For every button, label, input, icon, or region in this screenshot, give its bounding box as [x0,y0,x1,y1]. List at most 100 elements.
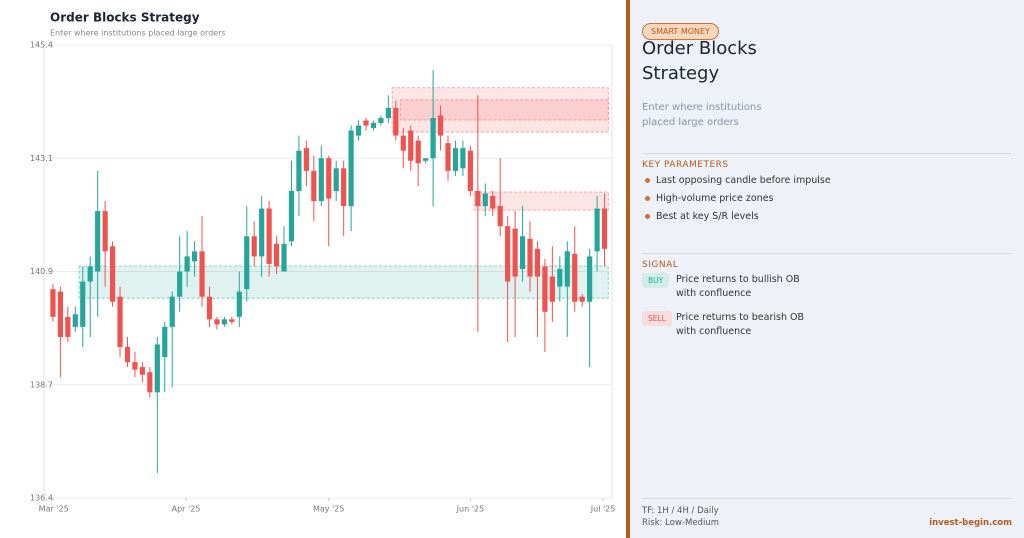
x-tick-label: May '25 [313,505,344,514]
order-block [399,99,609,121]
candle-body [296,150,302,191]
y-tick-label: 138.7 [30,380,53,389]
candle-body [400,135,406,151]
signal-text: with confluence [676,288,752,299]
candle-body [430,117,436,159]
footer-text: TF: 1H / 4H / Daily [642,506,719,516]
candle-body [341,168,347,207]
candle-body [370,123,377,129]
y-tick-label: 143.1 [30,154,53,163]
candle-body [378,117,384,124]
candle-body [117,296,123,347]
candle-body [72,314,78,327]
candle-body [355,125,362,136]
candle-body [206,296,213,320]
candle-body [251,236,257,257]
candle-body [527,238,533,277]
candle-body [564,251,570,287]
candle-body [333,168,339,191]
bullet [645,196,650,201]
candle-body [162,326,168,358]
candle-body [177,271,183,297]
x-tick-label: Jun '25 [456,505,484,514]
candle-body [199,251,205,297]
candle-body [288,190,295,242]
candle-body [542,266,548,312]
candle-body [534,248,541,277]
candle-body [572,253,578,302]
candle-body [109,246,116,302]
candle-body [467,150,473,191]
candle-body [393,107,399,136]
candle-body [65,316,71,337]
candle-body [169,296,175,327]
param: Last opposing candle before impulse [656,175,831,186]
description: Enter where institutions [642,102,762,113]
panel-title: Order Blocks [642,38,757,59]
candle-body [191,251,198,262]
y-tick-label: 145.4 [30,41,53,50]
section-heading: KEY PARAMETERS [642,160,729,170]
candle-body [273,243,280,267]
candle-body [579,296,585,302]
candle-body [557,268,563,287]
param: High-volume price zones [656,193,774,204]
candle-body [124,347,131,363]
candle-body [437,115,444,136]
x-tick-label: Jul '25 [590,505,616,514]
candle-body [229,319,235,322]
order-block [78,265,609,299]
candle-body [244,236,250,290]
divider [642,153,1011,154]
candle-body [221,319,227,325]
candle-body [519,236,526,269]
candle-body [266,208,272,264]
sell-badge: SELL [642,311,672,326]
candle-body [281,243,287,272]
candle-body [214,319,220,325]
candle-body [594,208,600,252]
order-block [473,191,609,211]
candle-body [132,362,138,370]
divider [642,498,1011,499]
buy-badge: BUY [642,273,670,288]
candle-body [549,276,555,302]
candle-body [311,170,317,202]
site: invest-begin.com [929,518,1012,528]
signal-text: Price returns to bearish OB [676,312,804,323]
bullet [645,178,650,183]
candle-body [385,107,391,118]
chart-subtitle: Enter where institutions placed large or… [50,29,226,38]
candle-body [460,148,466,169]
candle-body [154,344,160,393]
candle-body [326,158,332,199]
candle-body [482,193,488,207]
divider [642,253,1011,254]
candle-body [408,130,414,161]
candle-body [505,226,511,282]
signal-text: Price returns to bullish OB [676,274,800,285]
candle-body [452,148,459,171]
candle-body [102,211,108,252]
candle-body [50,289,56,317]
candle-body [95,211,101,272]
description: placed large orders [642,117,739,128]
candle-body [139,367,145,375]
candle-body [348,130,354,207]
candle-body [363,120,369,126]
chart-title: Order Blocks Strategy [50,11,200,25]
param: Best at key S/R levels [656,211,759,222]
tag: SMART MONEY [642,23,719,40]
x-tick-label: Mar '25 [39,505,69,514]
panel-title: Strategy [642,63,720,84]
candle-body [490,196,496,209]
footer-text: Risk: Low-Medium [642,518,719,528]
candle-body [236,291,242,317]
candle-body [512,228,518,277]
candle-body [80,281,86,327]
section-heading: SIGNAL [642,260,679,270]
y-tick-label: 140.9 [30,267,53,276]
chart: Order Blocks Strategy Enter where instit… [30,11,616,514]
candle-body [57,291,63,337]
